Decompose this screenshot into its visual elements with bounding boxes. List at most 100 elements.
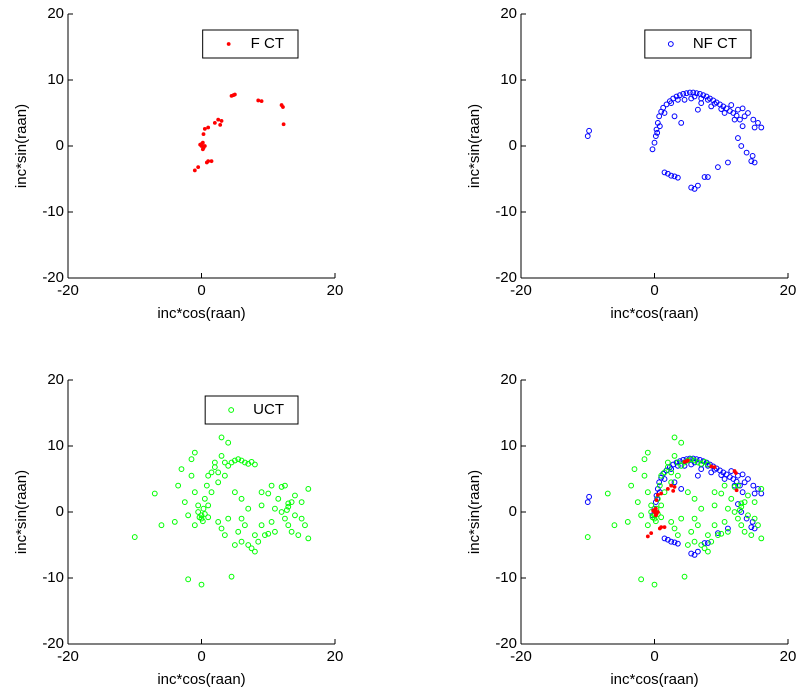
point	[658, 472, 665, 479]
point	[231, 93, 236, 98]
point	[661, 110, 668, 116]
point	[681, 96, 688, 103]
point	[644, 489, 651, 496]
point	[715, 530, 721, 537]
point	[225, 515, 232, 522]
point	[701, 545, 708, 552]
point	[721, 519, 728, 525]
y-tick-label: -20	[495, 635, 517, 652]
point	[711, 489, 718, 496]
point	[684, 459, 689, 464]
point	[231, 457, 238, 464]
point	[715, 532, 721, 538]
y-tick-label: -20	[42, 269, 64, 286]
point	[688, 528, 695, 535]
x-tick-label: -20	[57, 648, 79, 665]
point	[624, 519, 631, 525]
point	[738, 503, 745, 510]
point	[755, 522, 761, 529]
point	[671, 479, 678, 486]
point	[641, 472, 648, 479]
legend-label: NF CT	[693, 35, 737, 52]
point	[188, 456, 195, 463]
point	[674, 472, 681, 479]
point	[721, 110, 728, 116]
point	[691, 459, 698, 466]
x-tick-label: -20	[510, 282, 532, 299]
point	[192, 168, 197, 173]
point	[305, 535, 312, 542]
point	[285, 522, 292, 529]
point	[691, 538, 698, 545]
point	[218, 122, 223, 127]
point	[196, 165, 201, 170]
point	[694, 548, 701, 555]
point	[671, 525, 678, 532]
y-tick-label: 0	[509, 503, 517, 520]
point	[758, 490, 765, 497]
point	[674, 540, 681, 547]
point	[198, 581, 205, 588]
point	[739, 489, 746, 496]
legend: NF CT	[644, 29, 752, 59]
y-axis-label: inc*sin(raan)	[466, 104, 483, 188]
point	[661, 476, 668, 482]
point	[268, 519, 275, 525]
point	[185, 512, 192, 519]
point	[235, 528, 242, 535]
point	[737, 482, 743, 489]
point	[175, 482, 182, 489]
point	[694, 182, 701, 189]
point	[691, 93, 698, 100]
point	[751, 159, 758, 166]
point	[739, 471, 746, 478]
x-tick-label: 20	[780, 282, 797, 299]
point	[649, 531, 654, 536]
point	[674, 174, 681, 181]
point	[292, 492, 298, 499]
point	[678, 120, 685, 126]
point	[298, 515, 305, 522]
point	[750, 482, 757, 489]
point	[660, 104, 667, 111]
point	[231, 489, 238, 496]
point	[680, 90, 687, 97]
point	[248, 545, 255, 552]
point	[728, 102, 735, 108]
point	[221, 459, 228, 466]
point	[656, 479, 663, 486]
point	[668, 519, 675, 525]
point	[282, 515, 288, 522]
point	[691, 552, 698, 558]
point	[282, 482, 288, 489]
point	[272, 528, 278, 535]
point	[728, 495, 735, 502]
point	[698, 466, 705, 473]
point	[191, 489, 198, 496]
point	[151, 490, 158, 497]
y-tick-label: 0	[509, 137, 517, 154]
point	[751, 515, 758, 522]
point	[198, 142, 203, 147]
point	[212, 121, 217, 125]
point	[225, 462, 232, 469]
point	[741, 479, 748, 486]
point	[671, 488, 676, 493]
point	[705, 461, 711, 468]
point	[292, 512, 298, 519]
point	[708, 538, 715, 545]
point	[204, 160, 209, 165]
point	[739, 123, 746, 130]
point	[688, 184, 695, 191]
point	[265, 490, 272, 497]
point	[195, 509, 202, 515]
point	[698, 505, 705, 512]
point	[584, 499, 591, 506]
point	[638, 576, 645, 583]
point	[748, 532, 755, 538]
point	[201, 132, 206, 137]
x-tick-label: 0	[197, 648, 205, 665]
point	[196, 514, 203, 521]
x-axis-label: inc*cos(raan)	[157, 671, 245, 688]
